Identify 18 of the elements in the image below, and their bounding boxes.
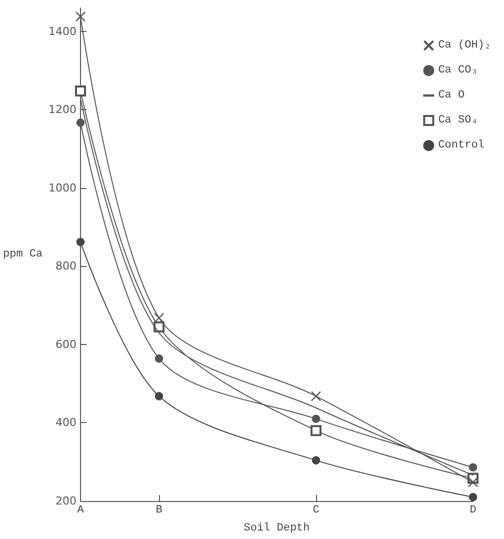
y-tick-label: 1200 [48, 103, 76, 116]
x-tick-label: D [470, 504, 477, 516]
y-tick-label: 1400 [48, 24, 76, 38]
y-tick-label: 600 [56, 338, 76, 351]
legend-label: Control [438, 140, 484, 152]
y-tick-label: 400 [56, 416, 76, 430]
x-tick-label: B [156, 504, 163, 516]
y-tick-label: 800 [56, 260, 76, 273]
y-axis-title: ppm Ca [3, 248, 44, 260]
x-axis-title: Soil Depth [244, 522, 310, 534]
x-tick-label: A [77, 504, 84, 516]
y-tick-label: 200 [56, 494, 76, 508]
y-tick-label: 1000 [48, 181, 76, 194]
legend-label: Ca (OH)₂ [438, 40, 492, 52]
legend-label: Ca SO₄ [438, 114, 478, 126]
legend-label: Ca CO₃ [438, 64, 478, 76]
legend-label: Ca O [438, 90, 465, 102]
x-tick-label: C [312, 504, 320, 516]
